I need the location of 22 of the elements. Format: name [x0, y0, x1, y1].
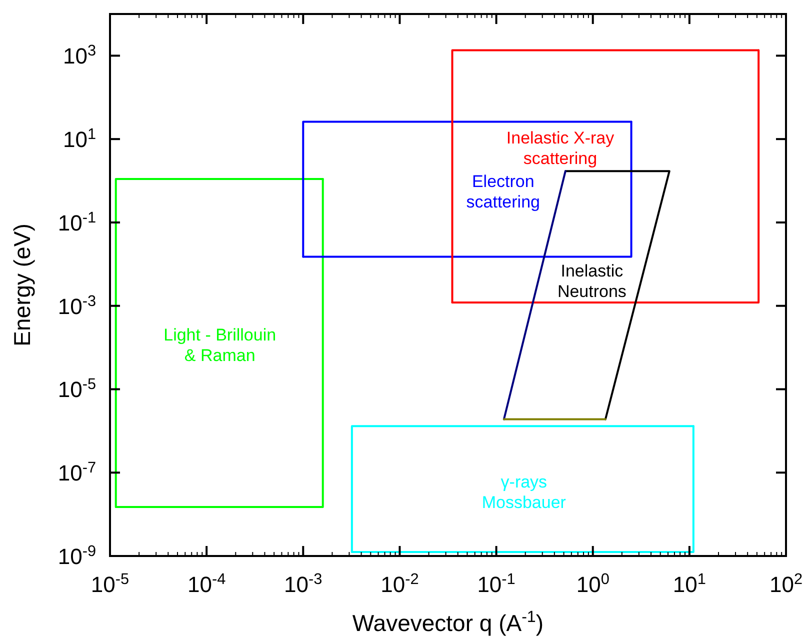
y-tick-label: 10$^{3}$ — [62, 42, 96, 69]
y-tick-label: 10$^{-9}$ — [58, 542, 96, 569]
y-axis-title: Energy (eV) — [9, 224, 35, 346]
x-tick-label: 10$^{1}$ — [672, 570, 706, 597]
y-tick-label: 10$^{-1}$ — [58, 208, 96, 236]
y-tick-label: 10$^{1}$ — [62, 126, 96, 152]
y-tick-label: 10$^{-3}$ — [58, 292, 96, 319]
y-tick-label: 10$^{-7}$ — [58, 459, 96, 486]
x-tick-label: 10$^{2}$ — [769, 570, 803, 597]
x-axis-title: Wavevector q (A$^{-1}$) — [352, 608, 544, 636]
text: Light - Brillouin & Raman — [164, 325, 276, 365]
x-tick-label: 10$^{-4}$ — [187, 570, 226, 597]
text: γ-rays Mossbauer — [482, 472, 566, 512]
y-tick-label: 10$^{-5}$ — [58, 376, 96, 402]
x-tick-label: 10$^{-5}$ — [90, 570, 130, 597]
x-tick-label: 10$^{-3}$ — [284, 570, 322, 597]
text: Inelastic X-ray scattering — [506, 128, 615, 168]
x-tick-label: 10$^{-2}$ — [380, 570, 419, 597]
text: Electron scattering — [466, 172, 540, 212]
x-tick-label: 10$^{-1}$ — [477, 570, 516, 597]
x-tick-label: 10$^{0}$ — [576, 570, 610, 597]
series-label: Inelastic Neutrons — [557, 262, 626, 302]
